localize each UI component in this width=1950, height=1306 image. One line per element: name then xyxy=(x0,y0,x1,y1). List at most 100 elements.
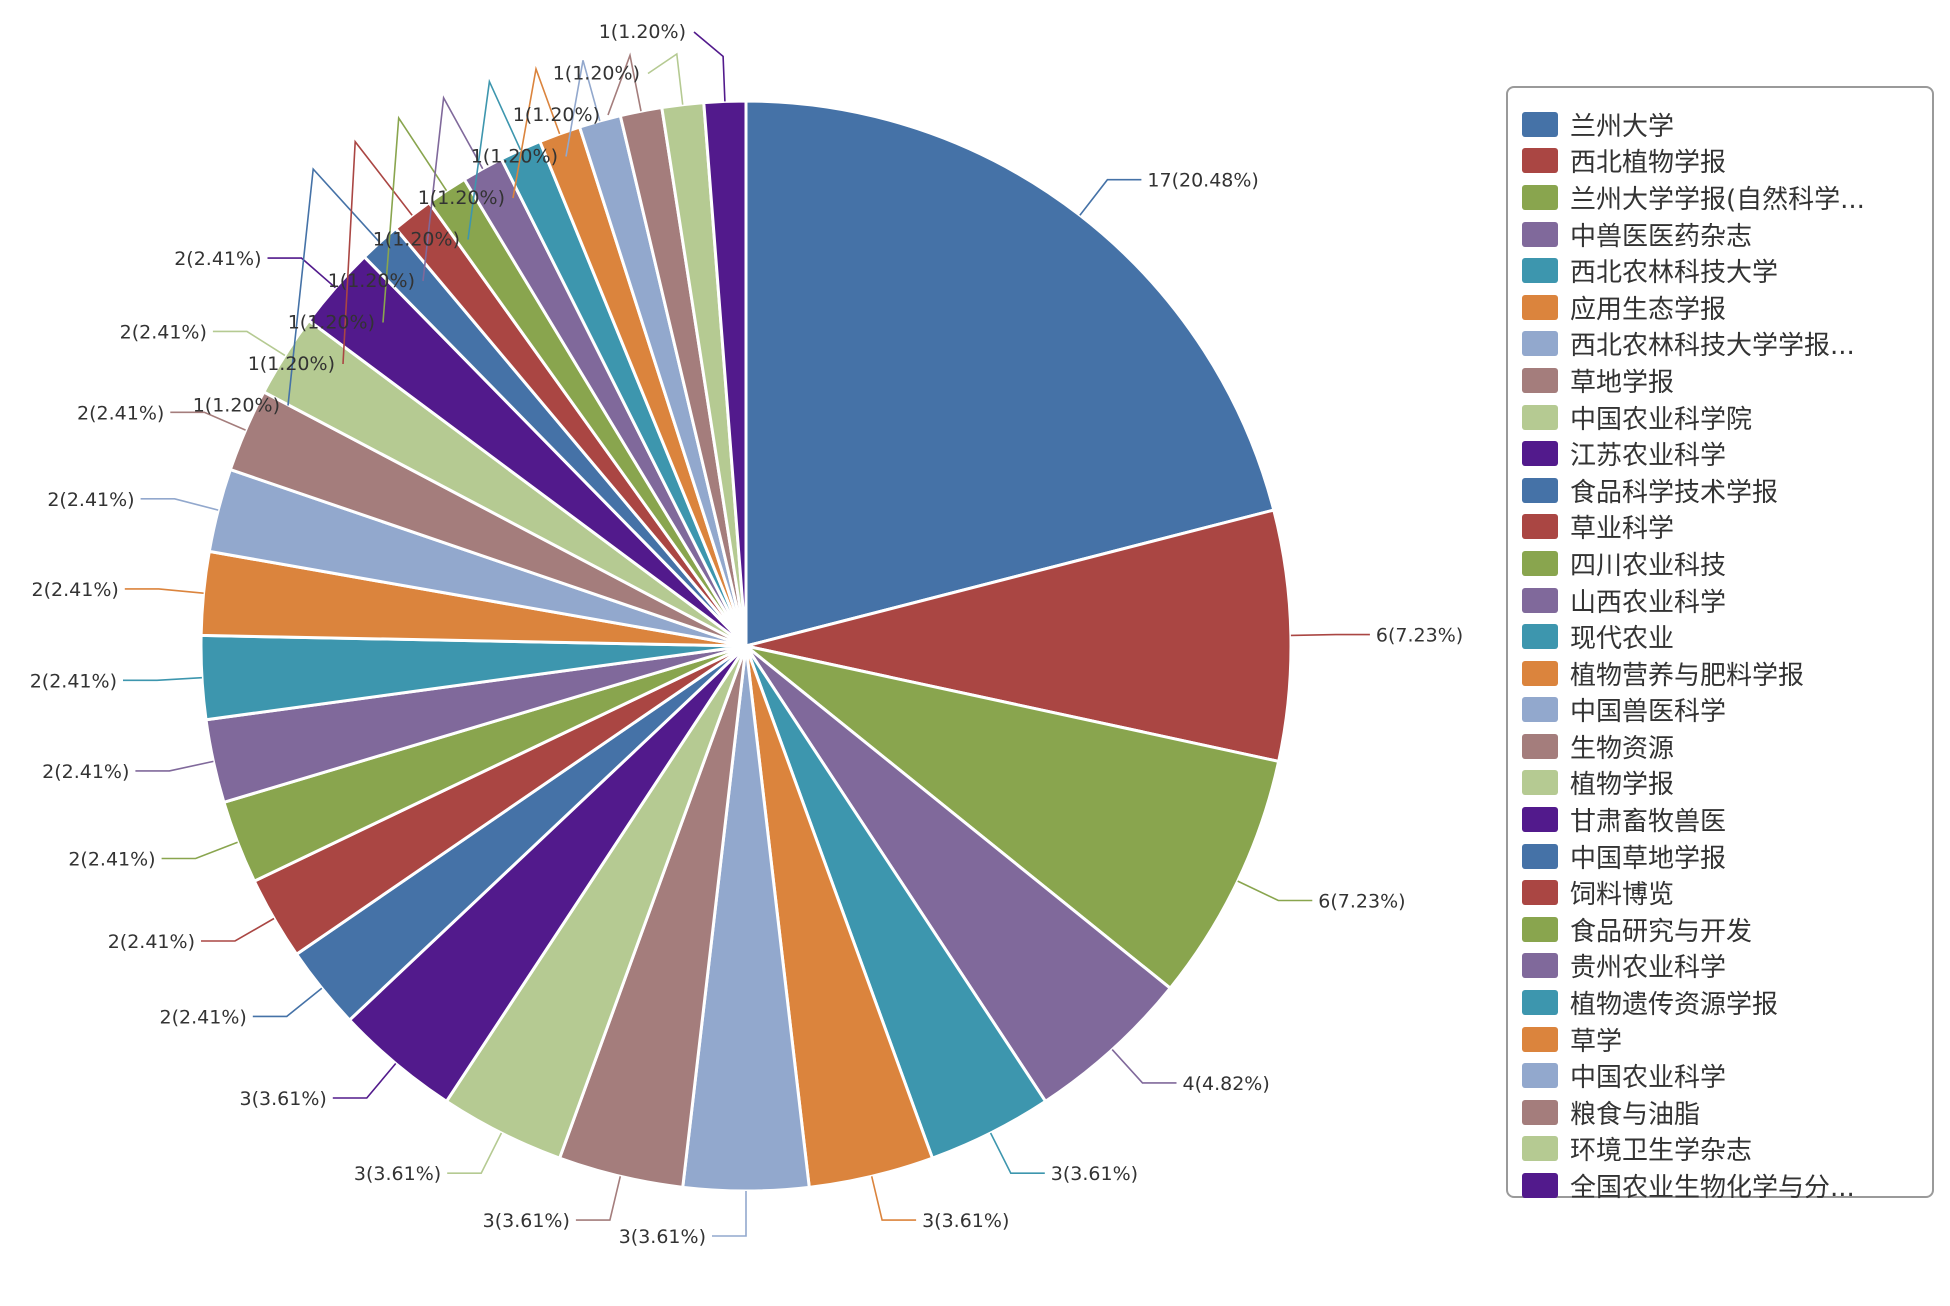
legend-swatch xyxy=(1522,1173,1558,1199)
legend-label: 江苏农业科学 xyxy=(1570,441,1727,472)
legend-swatch xyxy=(1522,477,1558,503)
legend-label: 中国农业科学 xyxy=(1570,1063,1727,1094)
legend-item[interactable]: 西北农林科技大学 xyxy=(1522,252,1932,289)
legend-swatch xyxy=(1522,221,1558,247)
legend-label: 植物遗传资源学报 xyxy=(1570,990,1779,1021)
legend-item[interactable]: 西北农林科技大学学报... xyxy=(1522,326,1932,363)
data-label: 2(2.41%) xyxy=(30,670,117,692)
legend-label: 西北农林科技大学 xyxy=(1570,258,1779,289)
legend-label: 兰州大学学报(自然科学... xyxy=(1570,184,1865,215)
legend-item[interactable]: 中国兽医科学 xyxy=(1522,692,1932,729)
legend-item[interactable]: 中兽医医药杂志 xyxy=(1522,216,1932,253)
legend-item[interactable]: 草业科学 xyxy=(1522,509,1932,546)
leader-line xyxy=(870,1176,917,1221)
pie-slice[interactable] xyxy=(744,644,1173,1104)
legend-swatch xyxy=(1522,258,1558,284)
pie-slice[interactable] xyxy=(744,99,1276,648)
legend-item[interactable]: 草学 xyxy=(1522,1021,1932,1058)
legend-label: 西北植物学报 xyxy=(1570,148,1727,179)
legend-label: 生物资源 xyxy=(1570,733,1675,764)
data-label: 3(3.61%) xyxy=(240,1088,327,1110)
leader-line xyxy=(1111,1049,1177,1084)
legend-swatch xyxy=(1522,441,1558,467)
legend-item[interactable]: 植物营养与肥料学报 xyxy=(1522,655,1932,692)
legend-item[interactable]: 兰州大学学报(自然科学... xyxy=(1522,179,1932,216)
legend-item[interactable]: 生物资源 xyxy=(1522,728,1932,765)
leader-line xyxy=(332,1062,397,1099)
data-label: 1(1.20%) xyxy=(471,146,558,168)
legend-item[interactable]: 饲料博览 xyxy=(1522,874,1932,911)
leader-line xyxy=(170,411,246,431)
legend-swatch xyxy=(1522,770,1558,796)
leader-line xyxy=(140,498,219,511)
leader-line xyxy=(447,1132,503,1174)
legend-swatch xyxy=(1522,697,1558,723)
leader-line xyxy=(1079,178,1142,216)
legend-swatch xyxy=(1522,733,1558,759)
legend-item[interactable]: 江苏农业科学 xyxy=(1522,435,1932,472)
data-label: 2(2.41%) xyxy=(42,761,129,783)
legend-item[interactable]: 食品科学技术学报 xyxy=(1522,472,1932,509)
legend-label: 草地学报 xyxy=(1570,367,1675,398)
data-labels: 17(20.48%) 6(7.23%) 6(7.23%) 4(4.82%) 3(3.61… xyxy=(30,21,1463,1248)
leader-line xyxy=(422,95,484,282)
legend-label: 植物学报 xyxy=(1570,770,1675,801)
data-label: 1(1.20%) xyxy=(418,187,505,209)
legend-label: 山西农业科学 xyxy=(1570,587,1727,618)
legend-swatch xyxy=(1522,294,1558,320)
legend-item[interactable]: 全国农业生物化学与分... xyxy=(1522,1167,1932,1204)
data-label: 2(2.41%) xyxy=(120,321,207,343)
leader-line xyxy=(575,1176,622,1221)
legend-swatch xyxy=(1522,880,1558,906)
legend-item[interactable]: 环境卫生学杂志 xyxy=(1522,1131,1932,1168)
leader-line xyxy=(565,60,601,157)
legend-label: 应用生态学报 xyxy=(1570,294,1727,325)
legend-item[interactable]: 中国农业科学院 xyxy=(1522,399,1932,436)
leader-line xyxy=(467,78,522,240)
data-label: 1(1.20%) xyxy=(513,104,600,126)
legend-swatch xyxy=(1522,1026,1558,1052)
legend-swatch xyxy=(1522,1063,1558,1089)
legend-item[interactable]: 植物遗传资源学报 xyxy=(1522,984,1932,1021)
legend-swatch xyxy=(1522,148,1558,174)
legend-swatch xyxy=(1522,843,1558,869)
pie-slice[interactable] xyxy=(745,644,1281,991)
legend-swatch xyxy=(1522,916,1558,942)
legend-item[interactable]: 兰州大学 xyxy=(1522,106,1932,143)
legend-label: 西北农林科技大学学报... xyxy=(1570,331,1855,362)
legend-item[interactable]: 食品研究与开发 xyxy=(1522,911,1932,948)
data-label: 1(1.20%) xyxy=(373,229,460,251)
pie-slice[interactable] xyxy=(702,99,748,647)
leader-line xyxy=(287,167,381,406)
legend-item[interactable]: 应用生态学报 xyxy=(1522,289,1932,326)
legend-label: 全国农业生物化学与分... xyxy=(1570,1173,1855,1204)
legend-item[interactable]: 粮食与油脂 xyxy=(1522,1094,1932,1131)
legend-item[interactable]: 甘肃畜牧兽医 xyxy=(1522,801,1932,838)
legend-item[interactable]: 贵州农业科学 xyxy=(1522,948,1932,985)
pie-slice[interactable] xyxy=(745,508,1293,764)
legend-item[interactable]: 中国草地学报 xyxy=(1522,838,1932,875)
legend-item[interactable]: 植物学报 xyxy=(1522,765,1932,802)
legend-swatch xyxy=(1522,953,1558,979)
leader-line xyxy=(212,330,286,357)
legend-item[interactable]: 山西农业科学 xyxy=(1522,582,1932,619)
leader-line xyxy=(1237,880,1313,902)
legend-item[interactable]: 草地学报 xyxy=(1522,362,1932,399)
legend-swatch xyxy=(1522,624,1558,650)
legend-swatch xyxy=(1522,1099,1558,1125)
legend-item[interactable]: 现代农业 xyxy=(1522,618,1932,655)
data-label: 1(1.20%) xyxy=(328,270,415,292)
legend-item[interactable]: 四川农业科技 xyxy=(1522,545,1932,582)
legend-label: 贵州农业科学 xyxy=(1570,953,1727,984)
legend-swatch xyxy=(1522,550,1558,576)
legend-label: 饲料博览 xyxy=(1570,880,1675,911)
legend-item[interactable]: 西北植物学报 xyxy=(1522,143,1932,180)
data-label: 1(1.20%) xyxy=(248,353,335,375)
data-label: 1(1.20%) xyxy=(288,312,375,334)
data-label: 1(1.20%) xyxy=(599,21,686,43)
legend-swatch xyxy=(1522,111,1558,137)
legend-item[interactable]: 中国农业科学 xyxy=(1522,1057,1932,1094)
data-label: 1(1.20%) xyxy=(553,63,640,85)
leader-line xyxy=(693,31,726,102)
